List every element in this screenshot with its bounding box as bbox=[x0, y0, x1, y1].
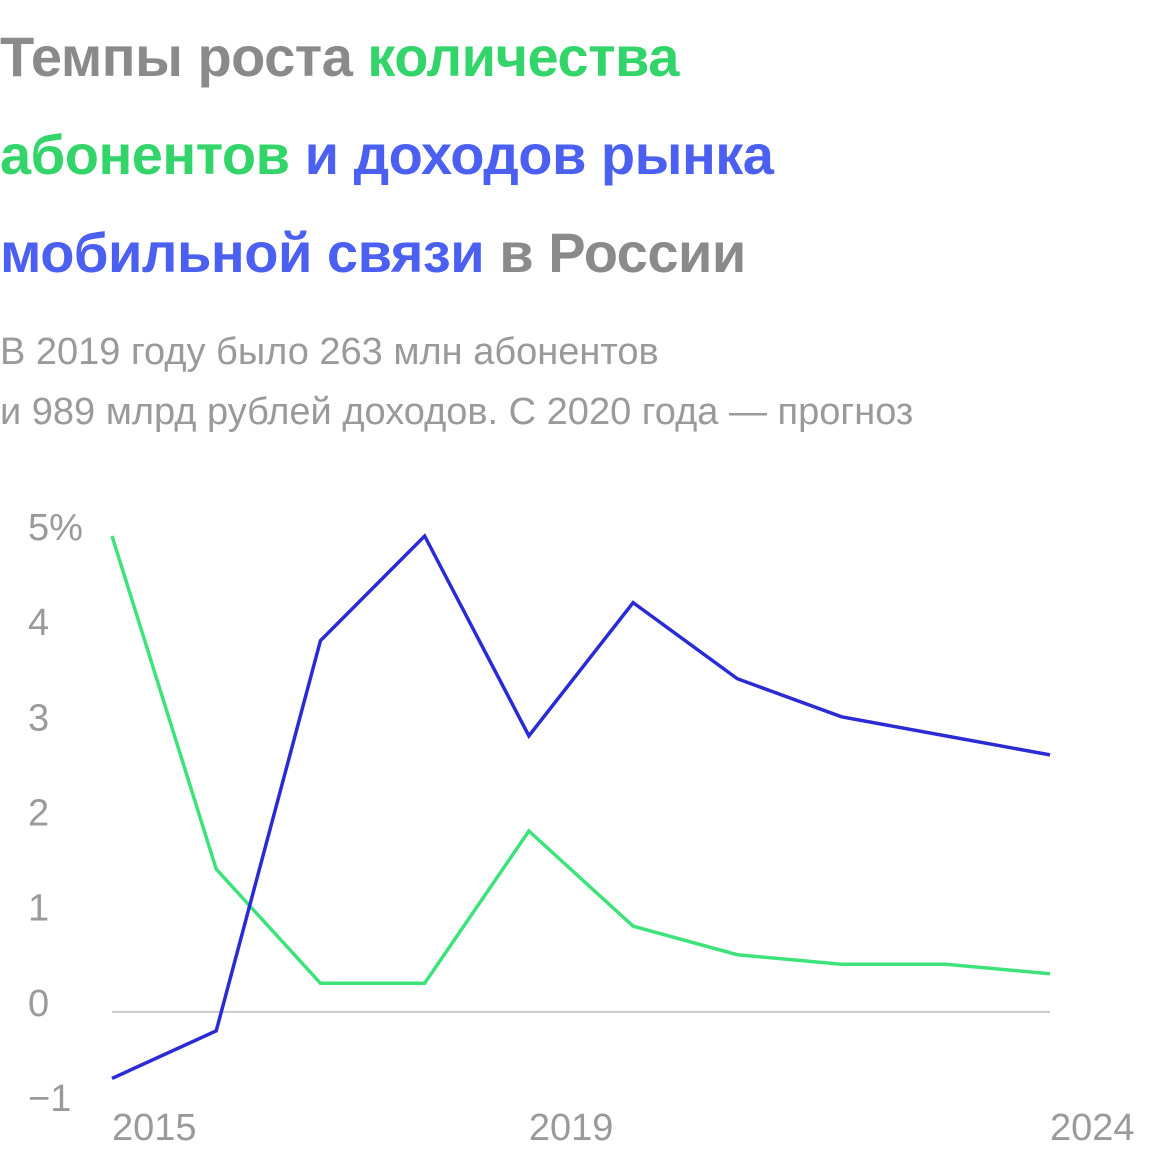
y-tick-label: 5% bbox=[28, 507, 83, 549]
title-part: и доходов рынка мобильной связи bbox=[0, 123, 774, 284]
x-tick-label: 2015 bbox=[112, 1107, 197, 1149]
x-tick-label: 2024 bbox=[1050, 1107, 1135, 1149]
y-tick-label: 3 bbox=[28, 697, 49, 739]
y-tick-label: −1 bbox=[28, 1078, 71, 1120]
chart-title: Темпы роста количества абонентов и доход… bbox=[0, 8, 940, 302]
y-tick-label: 2 bbox=[28, 793, 49, 835]
data-line bbox=[110, 535, 1051, 986]
data-line bbox=[111, 533, 1051, 1081]
y-tick-label: 4 bbox=[28, 602, 49, 644]
title-part: в России bbox=[499, 221, 746, 284]
y-tick-label: 1 bbox=[28, 888, 49, 930]
subtitle-line: и 989 млрд рублей доходов. С 2020 года —… bbox=[0, 391, 914, 433]
y-tick-label: 0 bbox=[28, 983, 49, 1025]
chart-subtitle: В 2019 году было 263 млн абонентов и 989 … bbox=[0, 322, 913, 442]
subtitle-line: В 2019 году было 263 млн абонентов bbox=[0, 331, 659, 373]
title-part: количества абонентов bbox=[0, 25, 679, 186]
title-part: Темпы роста bbox=[0, 25, 353, 88]
x-tick-label: 2019 bbox=[529, 1107, 614, 1149]
